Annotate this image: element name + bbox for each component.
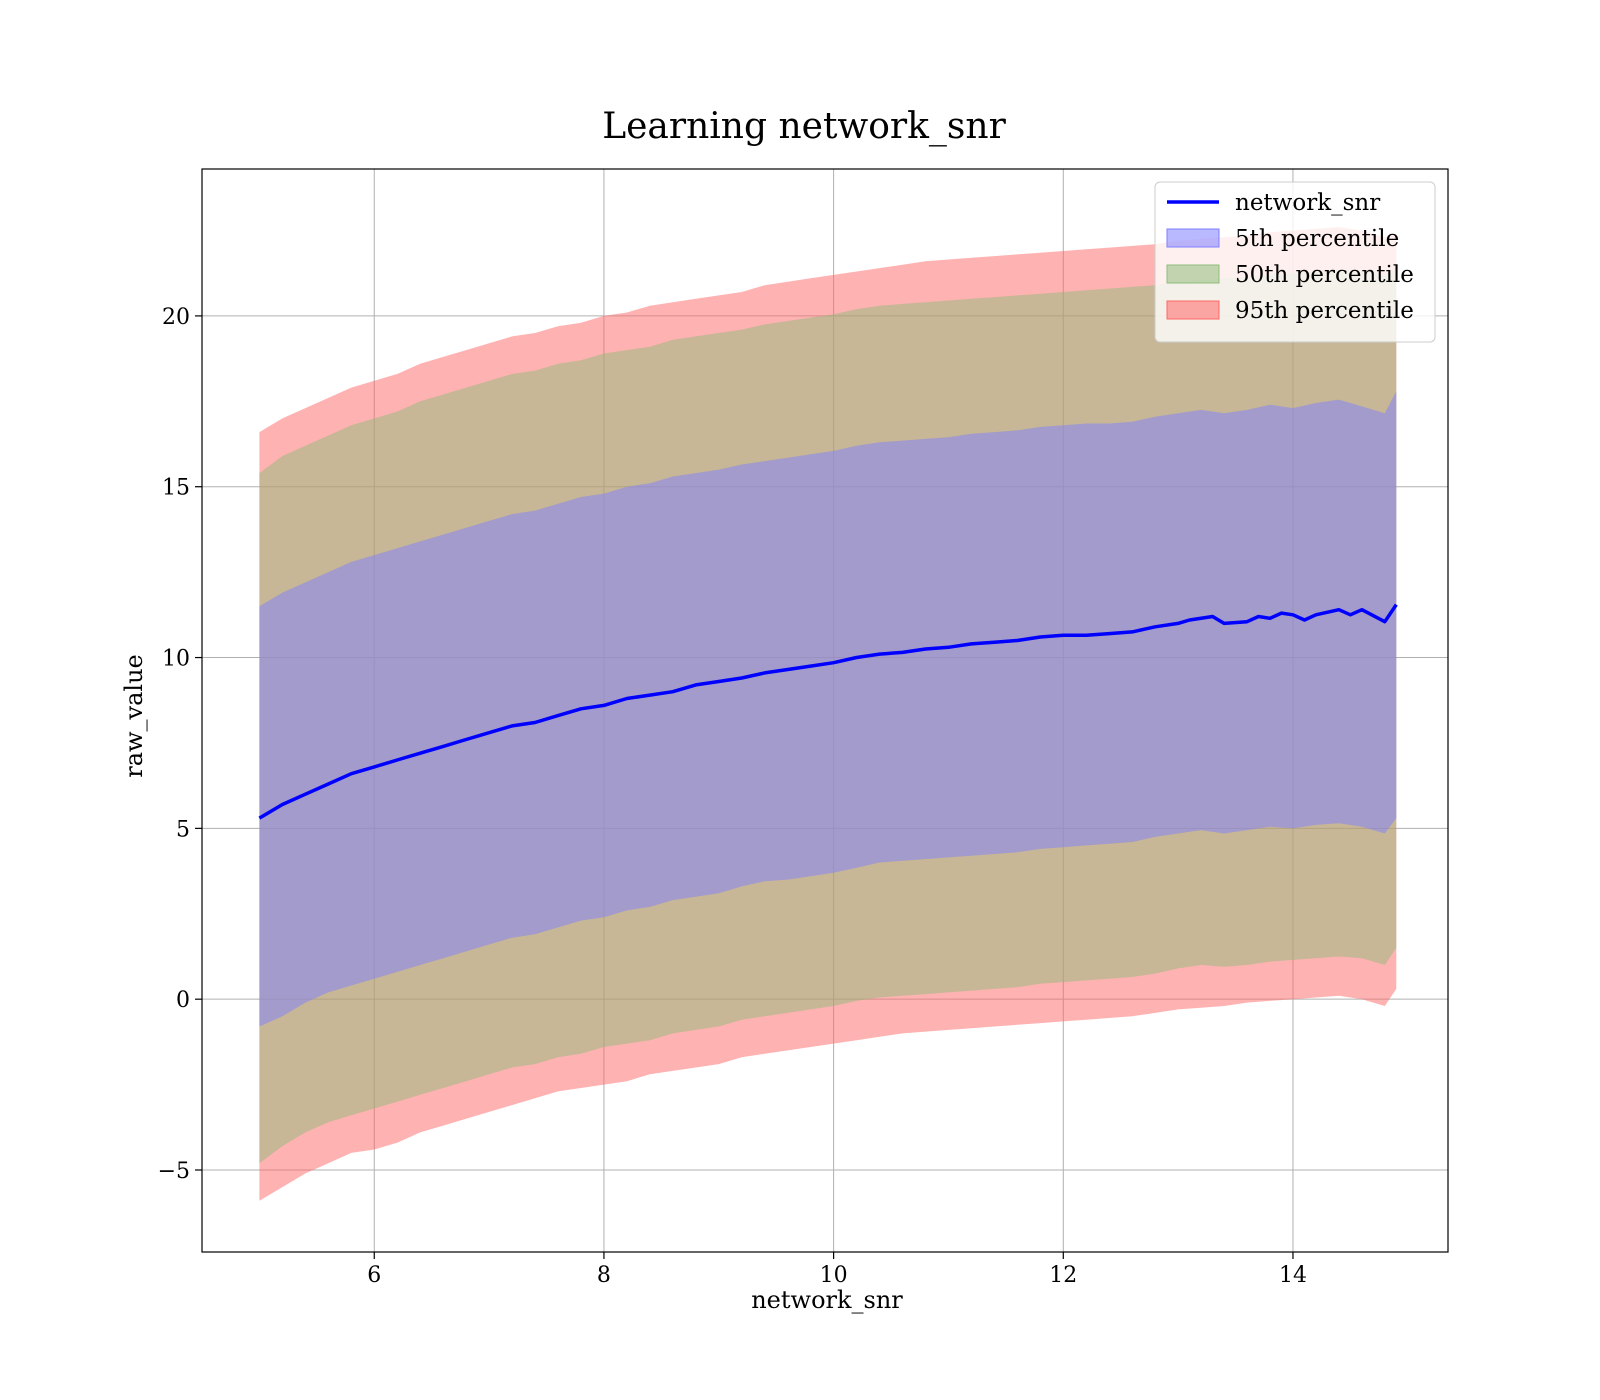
series-lines — [258, 603, 1398, 820]
legend-box — [1154, 181, 1436, 343]
x-tick-label: 8 — [597, 1263, 611, 1288]
x-tick-label: 6 — [367, 1263, 381, 1288]
y-tick-label: 10 — [162, 647, 190, 672]
band-5th-percentile — [259, 391, 1397, 1027]
y-axis-label: raw_value — [120, 654, 148, 778]
y-tick-label: 20 — [162, 305, 190, 330]
legend: network_snr 5th percentile 50th percentile… — [1154, 181, 1436, 343]
y-tick-label: 15 — [162, 476, 190, 501]
y-tick-label: −5 — [158, 1159, 190, 1184]
legend-patch-swatch — [1166, 264, 1220, 284]
series-line-network-snr — [258, 603, 1398, 820]
legend-patch-swatch — [1166, 228, 1220, 248]
y-tick-label: 5 — [176, 817, 190, 842]
legend-label: network_snr — [1235, 190, 1380, 216]
legend-label: 5th percentile — [1235, 226, 1399, 252]
x-tick-label: 14 — [1279, 1263, 1307, 1288]
plot-frame — [201, 168, 1449, 1253]
chart-title: Learning network_snr — [602, 106, 1006, 147]
axis-ticks: 6 8 10 12 14 −5 0 5 10 15 20 — [158, 305, 1307, 1288]
x-axis-label: network_snr — [751, 1286, 903, 1314]
percentile-bands — [259, 227, 1397, 1201]
legend-label: 50th percentile — [1235, 262, 1414, 288]
y-tick-label: 0 — [176, 988, 190, 1013]
x-tick-label: 12 — [1049, 1263, 1077, 1288]
legend-label: 95th percentile — [1235, 298, 1414, 324]
legend-patch-swatch — [1166, 300, 1220, 320]
x-tick-label: 10 — [820, 1263, 848, 1288]
